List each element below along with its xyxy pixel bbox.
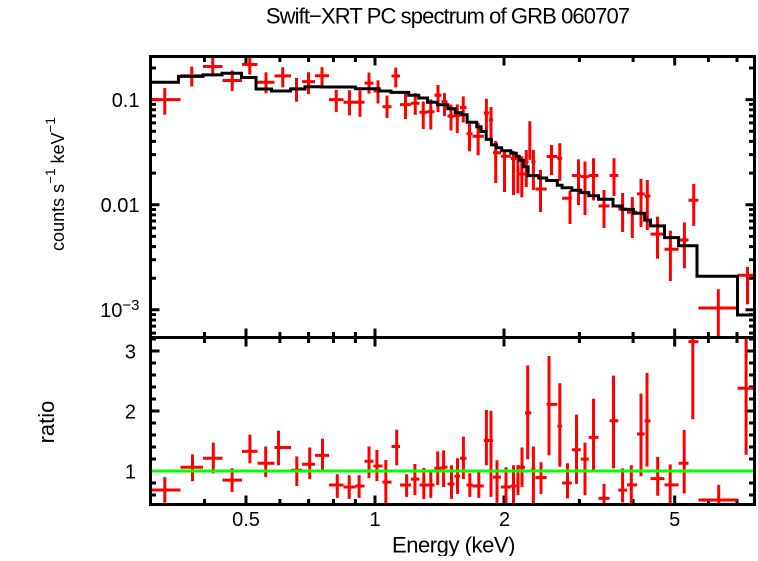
svg-text:Swift−XRT PC spectrum of GRB 0: Swift−XRT PC spectrum of GRB 060707: [266, 4, 630, 29]
svg-text:0.1: 0.1: [112, 90, 140, 112]
svg-text:5: 5: [669, 509, 680, 531]
svg-text:counts s−1 keV−1: counts s−1 keV−1: [43, 117, 68, 251]
svg-text:0.01: 0.01: [101, 195, 140, 217]
svg-text:2: 2: [499, 509, 510, 531]
svg-text:1: 1: [369, 509, 380, 531]
svg-text:0.5: 0.5: [232, 509, 260, 531]
svg-text:1: 1: [125, 462, 136, 484]
svg-text:ratio: ratio: [34, 401, 59, 444]
svg-text:3: 3: [125, 342, 136, 364]
svg-text:2: 2: [125, 402, 136, 424]
svg-text:Energy (keV): Energy (keV): [392, 533, 515, 557]
